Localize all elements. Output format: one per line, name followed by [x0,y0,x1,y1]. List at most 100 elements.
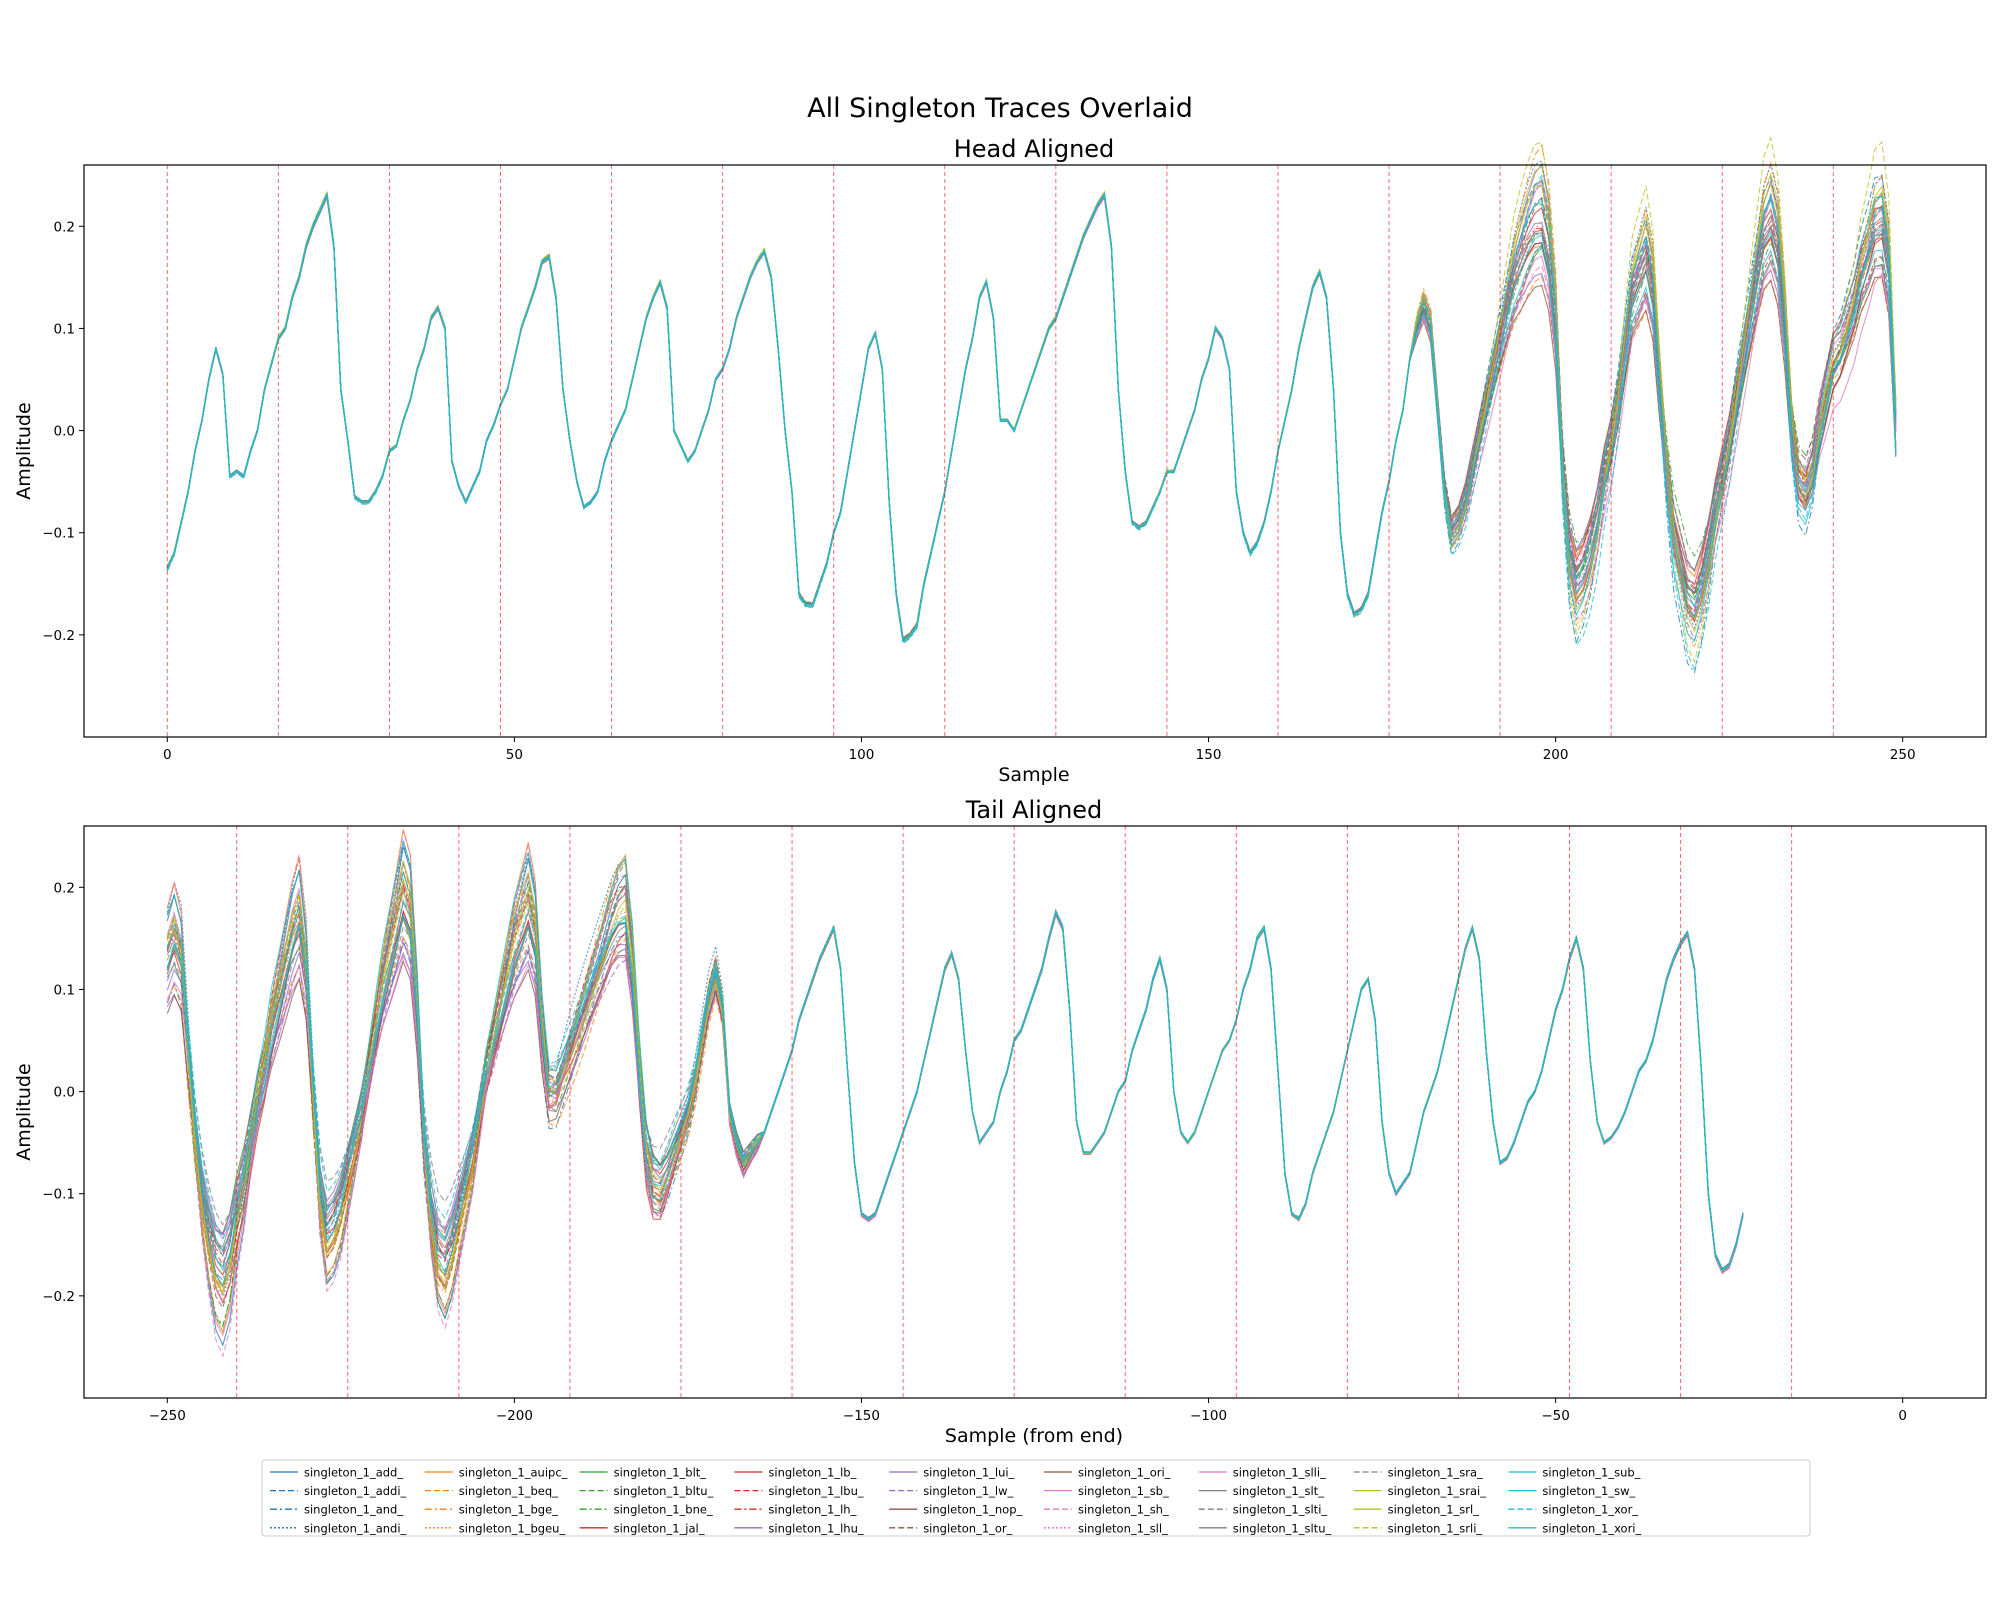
head-aligned-axes-frame [83,164,1987,738]
legend-label: singleton_1_or_ [923,1521,1012,1535]
legend-item: singleton_1_bge_ [424,1503,558,1517]
legend-item: singleton_1_ori_ [1044,1466,1171,1480]
legend-label: singleton_1_sh_ [1078,1503,1169,1517]
legend-item: singleton_1_sll_ [1044,1521,1168,1535]
legend-label: singleton_1_srli_ [1388,1521,1483,1535]
legend-item: singleton_1_bne_ [579,1503,713,1517]
legend-item: singleton_1_lw_ [889,1484,1013,1498]
legend-label: singleton_1_sb_ [1078,1484,1169,1498]
legend-item: singleton_1_srai_ [1353,1484,1487,1498]
legend-item: singleton_1_andi_ [270,1521,407,1535]
tail-aligned-trace-singleton-1-beq [166,913,1744,1287]
tail-aligned-trace-singleton-1-sll [166,898,1744,1302]
legend-label: singleton_1_nop_ [923,1503,1022,1517]
legend-item: singleton_1_lh_ [734,1503,857,1517]
tail-aligned-xlabel: Sample (from end) [945,1425,1123,1447]
tail-aligned-xtick-label: −200 [496,1408,533,1424]
legend-item: singleton_1_bltu_ [579,1484,714,1498]
legend-item: singleton_1_auipc_ [424,1466,568,1480]
tail-aligned-axes-frame [83,825,1987,1399]
legend-item: singleton_1_or_ [889,1521,1013,1535]
legend-item: singleton_1_srli_ [1353,1521,1483,1535]
legend-label: singleton_1_lb_ [768,1466,856,1480]
head-aligned-ytick-label: −0.1 [42,526,75,542]
legend-label: singleton_1_lhu_ [768,1521,863,1535]
head-aligned-trace-singleton-1-srl [166,165,1897,642]
legend-item: singleton_1_slli_ [1198,1466,1326,1480]
tail-aligned-panel: Tail Aligned Sample (from end) Amplitude… [13,796,1987,1447]
legend-label: singleton_1_blt_ [614,1466,707,1480]
legend-label: singleton_1_lw_ [923,1484,1013,1498]
tail-aligned-xtick-label: −100 [1190,1408,1227,1424]
head-aligned-trace-singleton-1-addi [166,174,1897,642]
legend-item: singleton_1_sh_ [1044,1503,1169,1517]
tail-aligned-ytick-label: 0.2 [54,880,75,896]
head-aligned-trace-singleton-1-andi [166,160,1897,642]
legend-label: singleton_1_slt_ [1233,1484,1324,1498]
legend-label: singleton_1_lui_ [923,1466,1014,1480]
tail-aligned-trace-singleton-1-srl [166,860,1744,1290]
head-aligned-title: Head Aligned [954,135,1115,163]
legend-label: singleton_1_andi_ [304,1521,407,1535]
tail-aligned-trace-singleton-1-addi [166,869,1744,1271]
tail-aligned-trace-singleton-1-lh [166,882,1744,1271]
legend-item: singleton_1_slt_ [1198,1484,1324,1498]
legend-item: singleton_1_sw_ [1508,1484,1635,1498]
head-aligned-trace-singleton-1-sra [166,177,1897,642]
tail-aligned-xtick-label: −250 [149,1408,186,1424]
legend-label: singleton_1_sub_ [1542,1466,1640,1480]
legend-item: singleton_1_xor_ [1508,1503,1638,1517]
head-aligned-xtick-label: 150 [1196,747,1222,763]
legend-item: singleton_1_add_ [270,1466,403,1480]
head-aligned-traces [166,135,1897,674]
legend-item: singleton_1_lui_ [889,1466,1015,1480]
head-aligned-trace-singleton-1-srli [166,135,1897,664]
legend-item: singleton_1_and_ [270,1503,403,1517]
legend-label: singleton_1_bgeu_ [459,1521,566,1535]
tail-aligned-ylabel: Amplitude [13,1063,35,1160]
legend-item: singleton_1_nop_ [889,1503,1023,1517]
legend-label: singleton_1_sw_ [1542,1484,1635,1498]
head-aligned-ytick-label: 0.0 [54,424,75,440]
legend-label: singleton_1_ori_ [1078,1466,1171,1480]
legend-item: singleton_1_bgeu_ [424,1521,566,1535]
head-aligned-xtick-label: 100 [849,747,875,763]
legend-label: singleton_1_add_ [304,1466,403,1480]
tail-aligned-trace-singleton-1-srai [166,878,1744,1294]
legend-item: singleton_1_sub_ [1508,1466,1641,1480]
legend-label: singleton_1_sra_ [1388,1466,1483,1480]
legend-item: singleton_1_xori_ [1508,1521,1642,1535]
tail-aligned-ytick-label: 0.0 [54,1085,75,1101]
figure-suptitle: All Singleton Traces Overlaid [807,93,1193,124]
legend-item: singleton_1_blt_ [579,1466,707,1480]
head-aligned-xtick-label: 250 [1890,747,1916,763]
legend-item: singleton_1_sltu_ [1198,1521,1332,1535]
legend-label: singleton_1_bne_ [614,1503,713,1517]
head-aligned-trace-singleton-1-sb [166,195,1897,641]
legend-frame [261,1459,1811,1537]
legend-label: singleton_1_slti_ [1233,1503,1328,1517]
legend-item: singleton_1_sra_ [1353,1466,1483,1480]
legend-item: singleton_1_srl_ [1353,1503,1479,1517]
tail-aligned-trace-singleton-1-xori [166,911,1744,1272]
legend-label: singleton_1_jal_ [614,1521,705,1535]
head-aligned-ytick-label: 0.2 [54,219,75,235]
legend-label: singleton_1_sltu_ [1233,1521,1332,1535]
tail-aligned-trace-singleton-1-auipc [166,829,1744,1334]
legend-label: singleton_1_addi_ [304,1484,407,1498]
legend-label: singleton_1_lbu_ [768,1484,863,1498]
tail-aligned-trace-singleton-1-sw [166,840,1744,1287]
tail-aligned-trace-singleton-1-slli [166,861,1744,1337]
tail-aligned-ytick-label: 0.1 [54,982,75,998]
legend-label: singleton_1_slli_ [1233,1466,1326,1480]
tail-aligned-trace-singleton-1-slt [166,888,1744,1270]
legend-label: singleton_1_bltu_ [614,1484,714,1498]
head-aligned-xtick-label: 0 [163,747,172,763]
tail-aligned-trace-singleton-1-sh [166,830,1744,1358]
legend-label: singleton_1_srai_ [1388,1484,1487,1498]
tail-aligned-title: Tail Aligned [965,796,1103,824]
legend-item: singleton_1_slti_ [1198,1503,1328,1517]
legend-label: singleton_1_bge_ [459,1503,558,1517]
legend-label: singleton_1_beq_ [459,1484,558,1498]
